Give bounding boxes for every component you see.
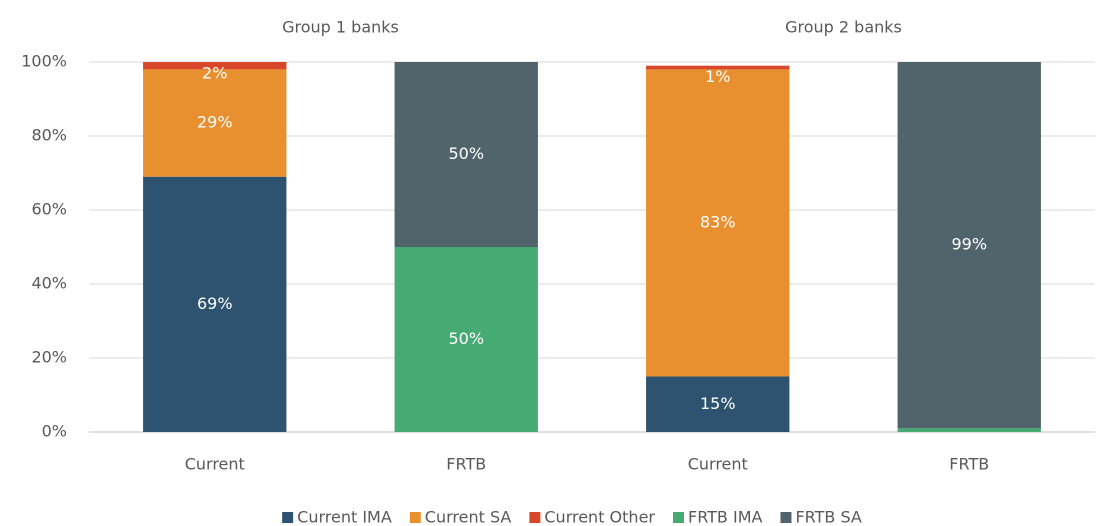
group-label: Group 1 banks: [282, 18, 399, 37]
x-tick-label: FRTB: [446, 455, 486, 474]
bar-segment: [143, 62, 287, 70]
legend-label: FRTB SA: [795, 508, 861, 526]
bar-segment: [646, 65, 790, 70]
data-label: 29%: [197, 113, 233, 132]
bar-segment: [394, 62, 538, 247]
bar-segment: [897, 428, 1041, 432]
legend-swatch: [409, 512, 421, 523]
legend-swatch: [780, 512, 792, 523]
x-tick-label: Current: [185, 455, 245, 474]
y-tick-label: 80%: [31, 126, 67, 145]
bar-segment: [646, 376, 790, 432]
data-label: 83%: [700, 212, 736, 231]
legend-label: FRTB IMA: [688, 508, 763, 526]
y-tick-label: 40%: [31, 274, 67, 293]
data-label: 50%: [448, 144, 484, 163]
bar-segment: [897, 62, 1041, 429]
data-label: 2%: [202, 64, 227, 83]
y-tick-label: 100%: [21, 52, 67, 71]
y-tick-label: 20%: [31, 348, 67, 367]
bar-segment: [394, 247, 538, 432]
y-tick-label: 60%: [31, 200, 67, 219]
legend-label: Current IMA: [297, 508, 392, 526]
data-label: 1%: [705, 67, 730, 86]
x-tick-label: Current: [688, 455, 748, 474]
legend-label: Current Other: [544, 508, 655, 526]
y-tick-label: 0%: [42, 422, 67, 441]
legend-swatch: [282, 512, 294, 523]
bar-segment: [143, 176, 287, 432]
legend-swatch: [672, 512, 684, 523]
data-label: 15%: [700, 394, 736, 413]
bar-segment: [646, 69, 790, 377]
group-label: Group 2 banks: [785, 18, 902, 37]
data-label: 69%: [197, 294, 233, 313]
data-label: 99%: [951, 235, 987, 254]
x-tick-label: FRTB: [949, 455, 989, 474]
bar-segment: [143, 69, 287, 177]
data-label: 50%: [448, 329, 484, 348]
legend-label: Current SA: [425, 508, 512, 526]
legend-swatch: [529, 512, 541, 523]
